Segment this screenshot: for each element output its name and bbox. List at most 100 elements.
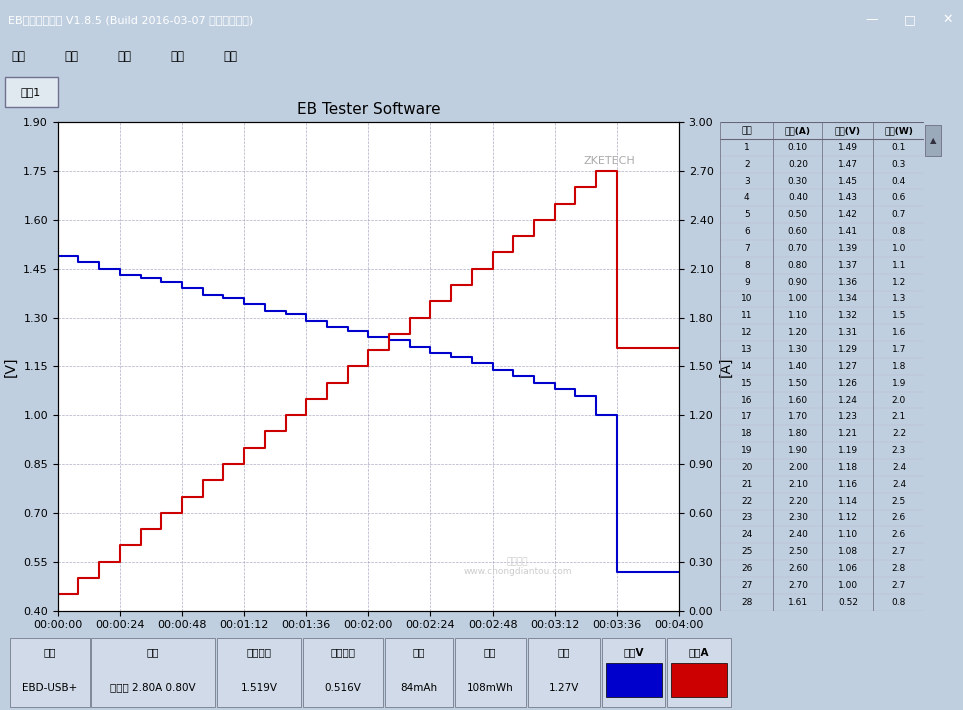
Text: 1.50: 1.50 xyxy=(788,378,808,388)
Bar xyxy=(455,638,526,707)
Bar xyxy=(91,638,215,707)
Text: 1.49: 1.49 xyxy=(838,143,858,152)
Text: 文件: 文件 xyxy=(12,50,26,63)
Text: 充电头网
www.chongdiantou.com: 充电头网 www.chongdiantou.com xyxy=(463,557,572,577)
Text: 1.16: 1.16 xyxy=(838,480,858,488)
Text: 15: 15 xyxy=(742,378,753,388)
Text: ZKETECH: ZKETECH xyxy=(584,156,636,166)
Text: 0.4: 0.4 xyxy=(892,177,906,185)
Text: EB测试系统软件 V1.8.5 (Build 2016-03-07 充电头特别版): EB测试系统软件 V1.8.5 (Build 2016-03-07 充电头特别版… xyxy=(8,14,253,25)
Text: 17: 17 xyxy=(742,413,753,422)
Text: 1.00: 1.00 xyxy=(788,295,808,303)
Text: 1.20: 1.20 xyxy=(788,328,808,337)
Text: 2.4: 2.4 xyxy=(892,463,906,472)
Text: 0.90: 0.90 xyxy=(788,278,808,287)
Text: 1.39: 1.39 xyxy=(838,244,858,253)
Text: 14: 14 xyxy=(742,362,752,371)
Text: 1.10: 1.10 xyxy=(788,311,808,320)
Text: 0.10: 0.10 xyxy=(788,143,808,152)
Bar xyxy=(10,638,90,707)
Text: 能量: 能量 xyxy=(484,647,496,657)
Text: 1.06: 1.06 xyxy=(838,564,858,573)
Text: 5: 5 xyxy=(744,210,750,219)
Text: 2.30: 2.30 xyxy=(788,513,808,523)
Bar xyxy=(217,638,301,707)
Text: 功率(W): 功率(W) xyxy=(885,126,913,135)
Text: 0.8: 0.8 xyxy=(892,598,906,606)
Text: 0.3: 0.3 xyxy=(892,160,906,169)
Text: 1.27: 1.27 xyxy=(838,362,858,371)
Text: 帮助: 帮助 xyxy=(223,50,238,63)
Text: 1.34: 1.34 xyxy=(838,295,858,303)
Text: 1.519V: 1.519V xyxy=(241,682,277,693)
Text: 模式: 模式 xyxy=(147,647,159,657)
Text: 曲线V: 曲线V xyxy=(623,647,644,657)
Text: 0.7: 0.7 xyxy=(892,210,906,219)
Text: 12: 12 xyxy=(742,328,752,337)
Text: 1.90: 1.90 xyxy=(788,446,808,455)
Text: —: — xyxy=(866,13,877,26)
Text: 2.1: 2.1 xyxy=(892,413,906,422)
Text: 1.6: 1.6 xyxy=(892,328,906,337)
Text: 0.6: 0.6 xyxy=(892,193,906,202)
Text: 1.21: 1.21 xyxy=(838,430,858,438)
Text: 1.19: 1.19 xyxy=(838,446,858,455)
Text: 1.43: 1.43 xyxy=(838,193,858,202)
Bar xyxy=(385,638,453,707)
Text: 4: 4 xyxy=(744,193,749,202)
Text: 1.37: 1.37 xyxy=(838,261,858,270)
Text: 27: 27 xyxy=(742,581,752,590)
Text: 1.47: 1.47 xyxy=(838,160,858,169)
Text: 21: 21 xyxy=(742,480,752,488)
Text: 20: 20 xyxy=(742,463,752,472)
Text: 1.10: 1.10 xyxy=(838,530,858,540)
Text: 22: 22 xyxy=(742,496,752,506)
Text: 0.516V: 0.516V xyxy=(325,682,362,693)
Text: 恒电流 2.80A 0.80V: 恒电流 2.80A 0.80V xyxy=(111,682,195,693)
Text: 1.41: 1.41 xyxy=(838,227,858,236)
Bar xyxy=(602,638,665,707)
Text: 1: 1 xyxy=(744,143,750,152)
Text: 18: 18 xyxy=(742,430,753,438)
Text: 0.80: 0.80 xyxy=(788,261,808,270)
Text: 0.1: 0.1 xyxy=(892,143,906,152)
Text: 23: 23 xyxy=(742,513,752,523)
Text: 2.50: 2.50 xyxy=(788,547,808,556)
Text: 均压: 均压 xyxy=(558,647,570,657)
Text: 1.42: 1.42 xyxy=(838,210,858,219)
Text: 0.40: 0.40 xyxy=(788,193,808,202)
Text: EBD-USB+: EBD-USB+ xyxy=(22,682,77,693)
Text: 1.31: 1.31 xyxy=(838,328,858,337)
Text: 2.3: 2.3 xyxy=(892,446,906,455)
Text: 108mWh: 108mWh xyxy=(467,682,513,693)
Text: 设备: 设备 xyxy=(43,647,56,657)
Text: 10: 10 xyxy=(742,295,753,303)
Text: 2.2: 2.2 xyxy=(892,430,906,438)
Bar xyxy=(528,638,600,707)
Text: 1.14: 1.14 xyxy=(838,496,858,506)
Text: 1.80: 1.80 xyxy=(788,430,808,438)
Text: 26: 26 xyxy=(742,564,752,573)
Text: 1.61: 1.61 xyxy=(788,598,808,606)
Bar xyxy=(671,663,727,697)
Text: 2.60: 2.60 xyxy=(788,564,808,573)
Text: 2.10: 2.10 xyxy=(788,480,808,488)
Text: 1.29: 1.29 xyxy=(838,345,858,354)
Text: 1.0: 1.0 xyxy=(892,244,906,253)
Text: 1.30: 1.30 xyxy=(788,345,808,354)
Text: 7: 7 xyxy=(744,244,750,253)
Text: 2.40: 2.40 xyxy=(788,530,808,540)
Bar xyxy=(925,124,941,156)
Text: 1.00: 1.00 xyxy=(838,581,858,590)
Text: 电压(V): 电压(V) xyxy=(835,126,861,135)
Text: 0.8: 0.8 xyxy=(892,227,906,236)
Text: 1.23: 1.23 xyxy=(838,413,858,422)
Bar xyxy=(5,77,58,107)
Text: 1.08: 1.08 xyxy=(838,547,858,556)
Text: 8: 8 xyxy=(744,261,750,270)
Text: 1.45: 1.45 xyxy=(838,177,858,185)
Text: 0.60: 0.60 xyxy=(788,227,808,236)
Text: 2.6: 2.6 xyxy=(892,530,906,540)
Text: 1.2: 1.2 xyxy=(892,278,906,287)
Text: 1.1: 1.1 xyxy=(892,261,906,270)
